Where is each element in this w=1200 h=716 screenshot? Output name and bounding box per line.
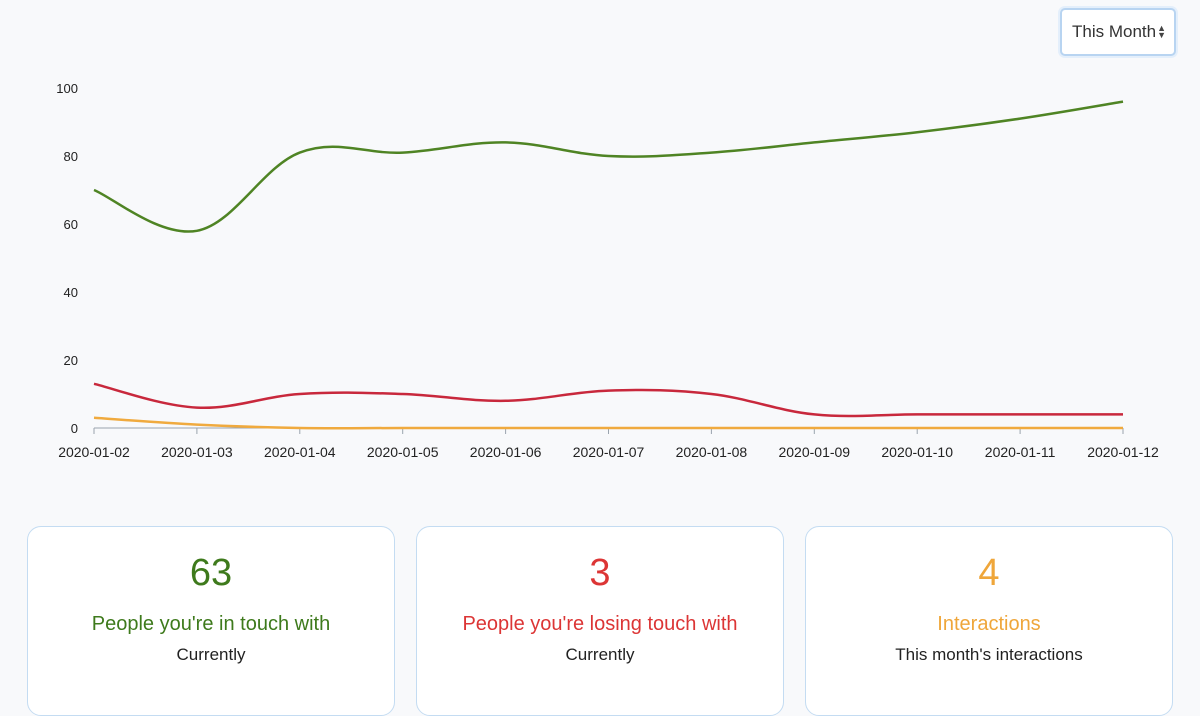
x-tick-label: 2020-01-08	[676, 444, 748, 460]
stat-card-subtitle: Currently	[176, 645, 246, 664]
x-tick-label: 2020-01-06	[470, 444, 542, 460]
stat-card-losing-touch: 3 People you're losing touch with Curren…	[416, 526, 784, 716]
x-tick-label: 2020-01-09	[778, 444, 850, 460]
stat-card-subtitle: This month's interactions	[895, 645, 1083, 664]
series-line-2	[93, 416, 1123, 430]
stat-card-interactions: 4 Interactions This month's interactions	[805, 526, 1173, 716]
stat-card-value: 3	[589, 552, 611, 594]
x-tick-label: 2020-01-11	[985, 444, 1056, 460]
y-tick-label: 0	[71, 421, 78, 436]
y-tick-label: 20	[64, 353, 78, 368]
stat-card-subtitle: Currently	[565, 645, 635, 664]
stat-cards: 63 People you're in touch with Currently…	[0, 526, 1200, 716]
line-chart: 0 20 40 60 80 100 2020-01-02 2020-01-03 2020-01-…	[56, 81, 1159, 460]
select-caret-icon: ▲ ▼	[1157, 23, 1166, 40]
period-select-value: This Month	[1072, 22, 1157, 41]
x-tick-label: 2020-01-05	[367, 444, 439, 460]
x-tick-label: 2020-01-12	[1087, 444, 1159, 460]
x-tick-label: 2020-01-10	[881, 444, 953, 460]
series-line-1	[93, 382, 1123, 418]
y-tick-label: 60	[64, 217, 78, 232]
period-select[interactable]: This Month ▲ ▼	[1060, 8, 1176, 56]
y-tick-label: 40	[64, 285, 78, 300]
series-line-0	[93, 100, 1124, 233]
y-tick-label: 80	[64, 149, 78, 164]
stat-card-value: 63	[189, 552, 233, 594]
stat-card-value: 4	[978, 552, 1000, 594]
x-tick-label: 2020-01-02	[58, 444, 130, 460]
x-tick-label: 2020-01-03	[161, 444, 233, 460]
y-tick-label: 100	[56, 81, 78, 96]
x-tick-label: 2020-01-04	[264, 444, 336, 460]
stat-card-in-touch: 63 People you're in touch with Currently	[27, 526, 395, 716]
stat-card-title: People you're losing touch with	[462, 613, 738, 635]
stat-card-title: People you're in touch with	[91, 613, 331, 635]
x-tick-label: 2020-01-07	[573, 444, 645, 460]
stat-card-title: Interactions	[937, 613, 1041, 635]
